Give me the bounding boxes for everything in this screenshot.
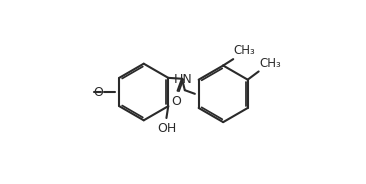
Text: O: O bbox=[93, 86, 103, 98]
Text: HN: HN bbox=[173, 73, 192, 86]
Text: OH: OH bbox=[157, 122, 176, 135]
Text: CH₃: CH₃ bbox=[259, 57, 281, 70]
Text: O: O bbox=[172, 95, 182, 108]
Text: CH₃: CH₃ bbox=[234, 44, 255, 57]
